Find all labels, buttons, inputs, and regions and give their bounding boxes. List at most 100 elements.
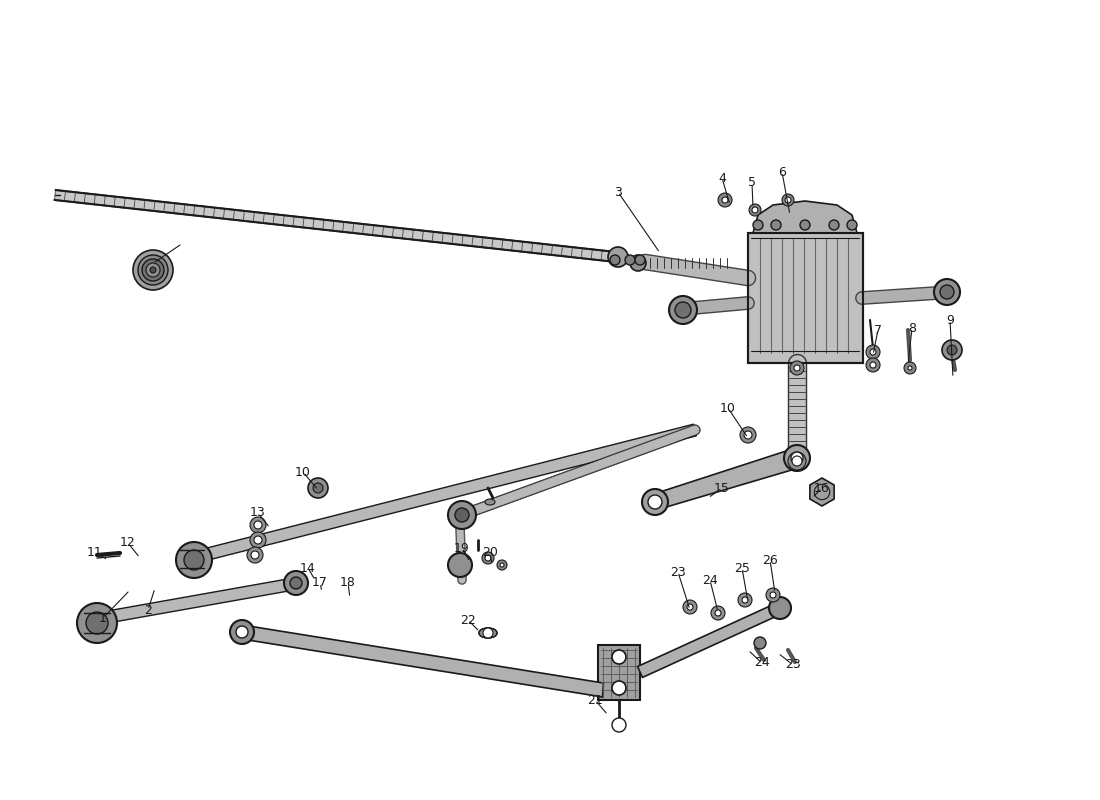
Text: 4: 4 [718, 171, 726, 185]
Text: 9: 9 [946, 314, 954, 326]
Circle shape [754, 220, 763, 230]
Circle shape [688, 604, 693, 610]
Text: 15: 15 [714, 482, 730, 494]
Circle shape [485, 555, 491, 561]
Circle shape [625, 255, 635, 265]
Text: 12: 12 [120, 537, 136, 550]
Circle shape [718, 193, 732, 207]
Circle shape [829, 220, 839, 230]
Bar [598, 645, 640, 700]
Circle shape [630, 255, 646, 271]
Text: 20: 20 [482, 546, 498, 559]
Circle shape [788, 452, 806, 470]
Text: 3: 3 [614, 186, 622, 198]
Circle shape [308, 478, 328, 498]
Circle shape [784, 445, 810, 471]
Circle shape [754, 637, 766, 649]
Text: 13: 13 [250, 506, 266, 519]
Circle shape [792, 456, 802, 466]
Polygon shape [638, 602, 782, 678]
Polygon shape [101, 579, 289, 624]
Text: 17: 17 [312, 577, 328, 590]
Circle shape [455, 508, 469, 522]
Circle shape [176, 542, 212, 578]
Circle shape [612, 681, 626, 695]
Circle shape [870, 362, 876, 368]
Circle shape [749, 204, 761, 216]
Circle shape [500, 563, 504, 567]
Text: 1: 1 [99, 611, 107, 625]
Circle shape [230, 620, 254, 644]
Text: 18: 18 [340, 577, 356, 590]
Circle shape [794, 365, 800, 371]
Text: 23: 23 [670, 566, 686, 578]
Circle shape [791, 452, 803, 464]
Circle shape [785, 197, 791, 203]
Text: 25: 25 [734, 562, 750, 574]
Text: 10: 10 [720, 402, 736, 414]
Circle shape [612, 650, 626, 664]
Circle shape [448, 553, 472, 577]
Text: 6: 6 [778, 166, 785, 178]
Text: 5: 5 [748, 177, 756, 190]
Circle shape [608, 247, 628, 267]
Circle shape [251, 551, 258, 559]
Circle shape [290, 577, 303, 589]
Circle shape [250, 517, 266, 533]
Circle shape [635, 255, 645, 265]
Circle shape [683, 600, 697, 614]
Circle shape [146, 263, 160, 277]
Circle shape [86, 612, 108, 634]
Circle shape [483, 628, 493, 638]
Text: 8: 8 [908, 322, 916, 334]
Text: 10: 10 [295, 466, 311, 478]
Circle shape [722, 197, 728, 203]
Circle shape [711, 606, 725, 620]
Circle shape [752, 207, 758, 213]
Circle shape [942, 340, 962, 360]
Circle shape [847, 220, 857, 230]
Circle shape [610, 255, 620, 265]
Circle shape [669, 296, 697, 324]
Circle shape [866, 345, 880, 359]
Circle shape [138, 255, 168, 285]
Circle shape [940, 285, 954, 299]
Circle shape [482, 552, 494, 564]
Circle shape [254, 536, 262, 544]
Circle shape [77, 603, 117, 643]
Text: 19: 19 [454, 542, 470, 554]
Ellipse shape [478, 628, 497, 638]
Circle shape [133, 250, 173, 290]
Circle shape [248, 547, 263, 563]
Circle shape [642, 489, 668, 515]
Text: 7: 7 [874, 323, 882, 337]
Circle shape [866, 358, 880, 372]
Polygon shape [55, 190, 626, 263]
Text: 26: 26 [762, 554, 778, 566]
Circle shape [497, 560, 507, 570]
Circle shape [742, 597, 748, 603]
Ellipse shape [485, 499, 495, 505]
Circle shape [254, 521, 262, 529]
Circle shape [715, 610, 720, 616]
Polygon shape [810, 478, 834, 506]
Bar [748, 233, 864, 363]
Text: 24: 24 [702, 574, 718, 586]
Circle shape [250, 532, 266, 548]
Circle shape [771, 220, 781, 230]
Circle shape [904, 362, 916, 374]
Circle shape [738, 593, 752, 607]
Polygon shape [190, 424, 696, 564]
Circle shape [800, 220, 810, 230]
Circle shape [782, 194, 794, 206]
Text: 16: 16 [814, 482, 829, 494]
Text: 14: 14 [300, 562, 316, 574]
Circle shape [934, 279, 960, 305]
Circle shape [314, 483, 323, 493]
Polygon shape [242, 625, 604, 697]
Circle shape [142, 259, 164, 281]
Circle shape [448, 501, 476, 529]
Text: 2: 2 [144, 603, 152, 617]
Ellipse shape [478, 628, 497, 638]
Circle shape [744, 431, 752, 439]
